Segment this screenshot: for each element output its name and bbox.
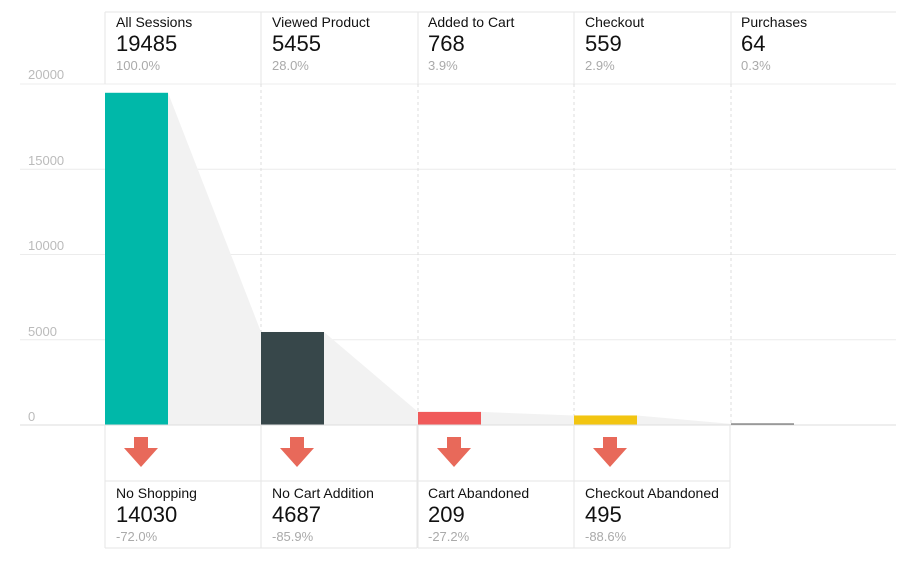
stage-count: 768 <box>428 31 465 56</box>
stage-header: Added to Cart 768 3.9% <box>428 14 578 75</box>
dropoff-label: Cart Abandoned <box>428 485 530 501</box>
stage-name: Added to Cart <box>428 14 515 30</box>
stage-count: 64 <box>741 31 766 56</box>
stage-name: All Sessions <box>116 14 193 30</box>
dropoff-label: No Shopping <box>116 485 197 501</box>
stage-count: 5455 <box>272 31 321 56</box>
stage-name: Viewed Product <box>272 14 370 30</box>
dropoff-label: Checkout Abandoned <box>585 485 719 501</box>
y-tick-label: 20000 <box>28 67 65 82</box>
funnel-connector <box>324 331 481 425</box>
y-tick-label: 15000 <box>28 153 65 168</box>
y-tick-label: 5000 <box>28 324 57 339</box>
dropoff-percent: -88.6% <box>585 529 627 544</box>
dropoff-box: Checkout Abandoned 495 -88.6% <box>585 485 735 546</box>
down-arrow-icon <box>124 437 158 467</box>
stage-header: Viewed Product 5455 28.0% <box>272 14 422 75</box>
bar-purchases <box>731 423 794 425</box>
down-arrow-icon <box>593 437 627 467</box>
stage-percent: 2.9% <box>585 58 615 73</box>
dropoff-count: 495 <box>585 502 622 527</box>
funnel-connector <box>637 415 794 425</box>
stage-percent: 3.9% <box>428 58 458 73</box>
dropoff-percent: -85.9% <box>272 529 314 544</box>
bar-all-sessions <box>105 92 168 425</box>
bar-added-to-cart <box>418 411 481 425</box>
dropoff-percent: -72.0% <box>116 529 158 544</box>
bar-checkout <box>574 415 637 425</box>
down-arrow-icon <box>280 437 314 467</box>
y-tick-label: 10000 <box>28 238 65 253</box>
stage-header: Checkout 559 2.9% <box>585 14 735 75</box>
stage-name: Checkout <box>585 14 645 30</box>
stage-percent: 100.0% <box>116 58 161 73</box>
bar-viewed-product <box>261 331 324 425</box>
stage-count: 19485 <box>116 31 178 56</box>
dropoff-count: 14030 <box>116 502 178 527</box>
stage-count: 559 <box>585 31 622 56</box>
stage-header: All Sessions 19485 100.0% <box>116 14 266 75</box>
dropoff-box: No Cart Addition 4687 -85.9% <box>272 485 422 546</box>
stage-percent: 0.3% <box>741 58 771 73</box>
stage-percent: 28.0% <box>272 58 309 73</box>
dropoff-label: No Cart Addition <box>272 485 374 501</box>
dropoff-count: 209 <box>428 502 465 527</box>
dropoff-percent: -27.2% <box>428 529 470 544</box>
dropoff-box: Cart Abandoned 209 -27.2% <box>428 485 578 546</box>
stage-name: Purchases <box>741 14 808 30</box>
y-tick-label: 0 <box>28 409 36 424</box>
down-arrow-icon <box>437 437 471 467</box>
dropoff-box: No Shopping 14030 -72.0% <box>116 485 266 546</box>
stage-header: Purchases 64 0.3% <box>741 14 891 75</box>
dropoff-count: 4687 <box>272 502 321 527</box>
